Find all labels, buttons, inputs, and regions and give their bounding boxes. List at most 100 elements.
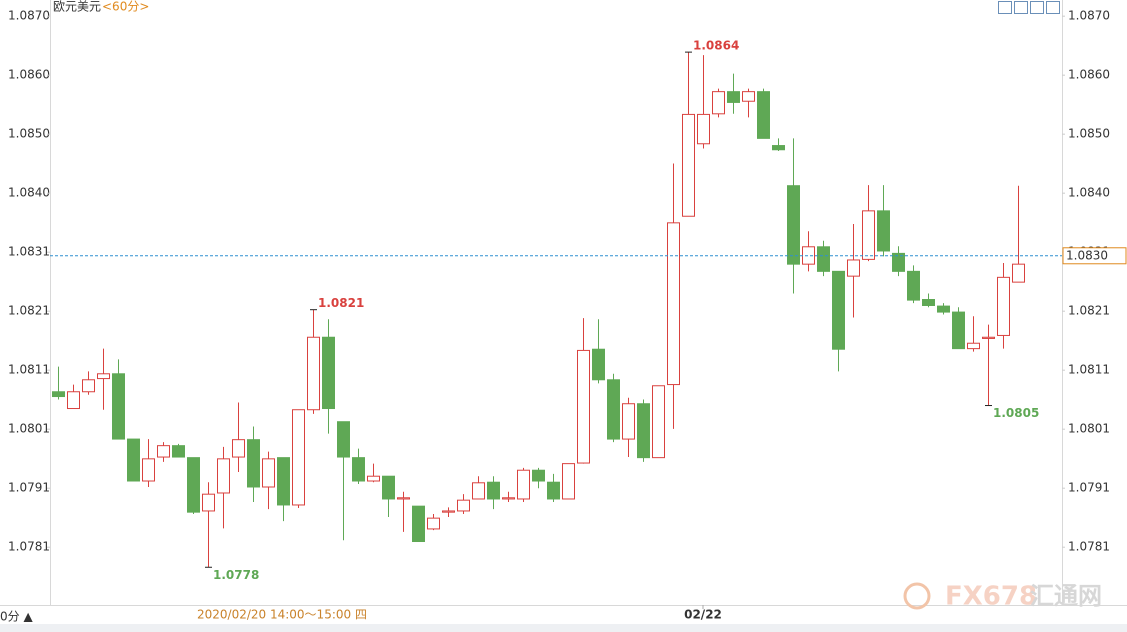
candle-body <box>847 259 860 277</box>
tool-button[interactable] <box>1030 1 1044 14</box>
candle-body <box>217 458 230 494</box>
y-tick-label: 1.0801 <box>1068 422 1110 436</box>
candle-body <box>622 403 635 440</box>
y-tick-label: 1.0870 <box>1068 9 1110 23</box>
y-tick-label: 1.0821 <box>8 304 50 318</box>
candle-body <box>667 222 680 386</box>
watermark: FX678 <box>945 582 1037 612</box>
candle-body <box>907 270 920 301</box>
y-tick-label: 1.0850 <box>8 127 50 141</box>
watermark: 汇通网 <box>1030 582 1102 610</box>
candle-body <box>817 246 830 272</box>
crosshair-label: 2020/02/20 14:00～15:00 四 <box>197 608 367 622</box>
current-price-box <box>1062 247 1127 265</box>
current-price-label: 1.0830 <box>1066 248 1108 262</box>
candle-body <box>262 458 275 488</box>
tab-strip <box>0 624 1127 632</box>
candle-body <box>712 91 725 115</box>
candle-body <box>892 252 905 272</box>
candle-body <box>592 348 605 381</box>
y-tick-label: 1.0791 <box>1068 481 1110 495</box>
candle-body <box>997 276 1010 336</box>
candle-body <box>742 91 755 102</box>
period-button[interactable]: 0分 ▲ <box>0 610 33 624</box>
candle-body <box>67 391 80 410</box>
y-tick-label: 1.0840 <box>8 186 50 200</box>
y-tick-label: 1.0840 <box>1068 186 1110 200</box>
y-tick-label: 1.0860 <box>1068 68 1110 82</box>
candle-body <box>637 403 650 459</box>
candle-body <box>352 457 365 482</box>
candle-body <box>442 510 455 513</box>
candle-body <box>412 505 425 543</box>
high-label: 1.0864 <box>693 39 739 53</box>
y-tick-label: 1.0850 <box>1068 127 1110 141</box>
candle-body <box>772 145 785 151</box>
candle-body <box>247 439 260 488</box>
candle-body <box>277 457 290 506</box>
candle-body <box>487 481 500 500</box>
candle-body <box>82 379 95 393</box>
candle-body <box>307 336 320 411</box>
candle-body <box>607 379 620 440</box>
candle-body <box>322 336 335 410</box>
candle-body <box>682 113 695 217</box>
y-tick-label: 1.0791 <box>8 481 50 495</box>
y-tick-label: 1.0781 <box>8 540 50 554</box>
candle-body <box>862 210 875 260</box>
y-tick-label: 1.0831 <box>8 245 50 259</box>
candle-body <box>757 91 770 139</box>
low-label: 1.0805 <box>993 406 1039 420</box>
y-tick-label: 1.0811 <box>1068 363 1110 377</box>
candle-body <box>112 373 125 440</box>
candle-body <box>787 185 800 265</box>
candle-body <box>547 481 560 500</box>
x-tick-label: 02/22 <box>684 608 722 622</box>
candle-body <box>472 482 485 500</box>
y-tick-label: 1.0801 <box>8 422 50 436</box>
candle-body <box>382 475 395 500</box>
low-label: 1.0778 <box>213 568 259 582</box>
y-tick-label: 1.0870 <box>8 9 50 23</box>
y-tick-label: 1.0781 <box>1068 540 1110 554</box>
candle-body <box>457 499 470 512</box>
watermark-logo <box>903 582 931 610</box>
candle-body <box>172 445 185 458</box>
y-tick-label: 1.0860 <box>8 68 50 82</box>
candle-body <box>202 493 215 512</box>
candle-body <box>142 458 155 482</box>
toolbar[interactable] <box>998 1 1060 14</box>
candle-body <box>397 497 410 500</box>
candle-body <box>877 210 890 252</box>
candle-body <box>517 469 530 500</box>
candle-body <box>562 463 575 500</box>
y-tick-label: 1.0811 <box>8 363 50 377</box>
candle-body <box>982 336 995 339</box>
candle-body <box>967 342 980 350</box>
candle-body <box>97 373 110 380</box>
candle-body <box>652 385 665 459</box>
candle-body <box>532 469 545 482</box>
candle-body <box>292 409 305 506</box>
high-label: 1.0821 <box>318 296 364 310</box>
candle-body <box>937 305 950 313</box>
candle-body <box>232 439 245 458</box>
candle-body <box>502 497 515 500</box>
candle-body <box>187 457 200 513</box>
candle-body <box>127 438 140 482</box>
candle-body <box>337 421 350 458</box>
candle-body <box>52 391 65 398</box>
candle-body <box>922 299 935 306</box>
chart-title: 欧元美元 <box>53 0 101 14</box>
candle-body <box>367 475 380 482</box>
tool-button[interactable] <box>998 1 1012 14</box>
tool-button[interactable] <box>1014 1 1028 14</box>
candle-body <box>427 517 440 530</box>
tool-button[interactable] <box>1046 1 1060 14</box>
candle-body <box>577 349 590 464</box>
candle-body <box>1012 263 1025 283</box>
candle-body <box>952 311 965 350</box>
y-tick-label: 1.0821 <box>1068 304 1110 318</box>
